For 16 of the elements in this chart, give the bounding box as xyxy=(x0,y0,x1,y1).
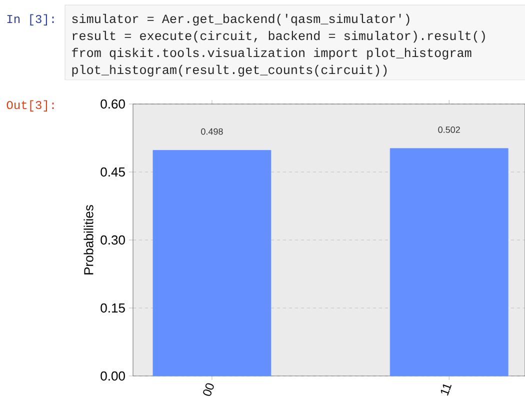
y-tick-label: 0.15 xyxy=(100,303,125,313)
data-label: 0.498 xyxy=(201,128,223,135)
x-tick-label: 11 xyxy=(440,384,452,396)
y-axis-title: Probabilities xyxy=(84,205,94,274)
text: Out[3]: xyxy=(6,100,54,112)
x-tick-label: 00 xyxy=(203,383,214,396)
y-tick-label: 0.30 xyxy=(100,235,125,245)
y-tick-label: 0.00 xyxy=(100,371,125,381)
text: plot_histogram(result.get_counts(circuit)) xyxy=(72,64,387,77)
y-tick-label: 0.45 xyxy=(100,167,125,177)
text: from qiskit.tools.visualization import plot_histogram xyxy=(72,48,472,60)
y-tick-label: 0.60 xyxy=(100,99,125,109)
data-label: 0.502 xyxy=(438,126,460,133)
text: result = execute(circuit, backend = simulator).result() xyxy=(72,30,485,43)
text: simulator = Aer.get_backend('qasm_simulator') xyxy=(72,14,410,26)
text: In [3]: xyxy=(7,14,54,26)
